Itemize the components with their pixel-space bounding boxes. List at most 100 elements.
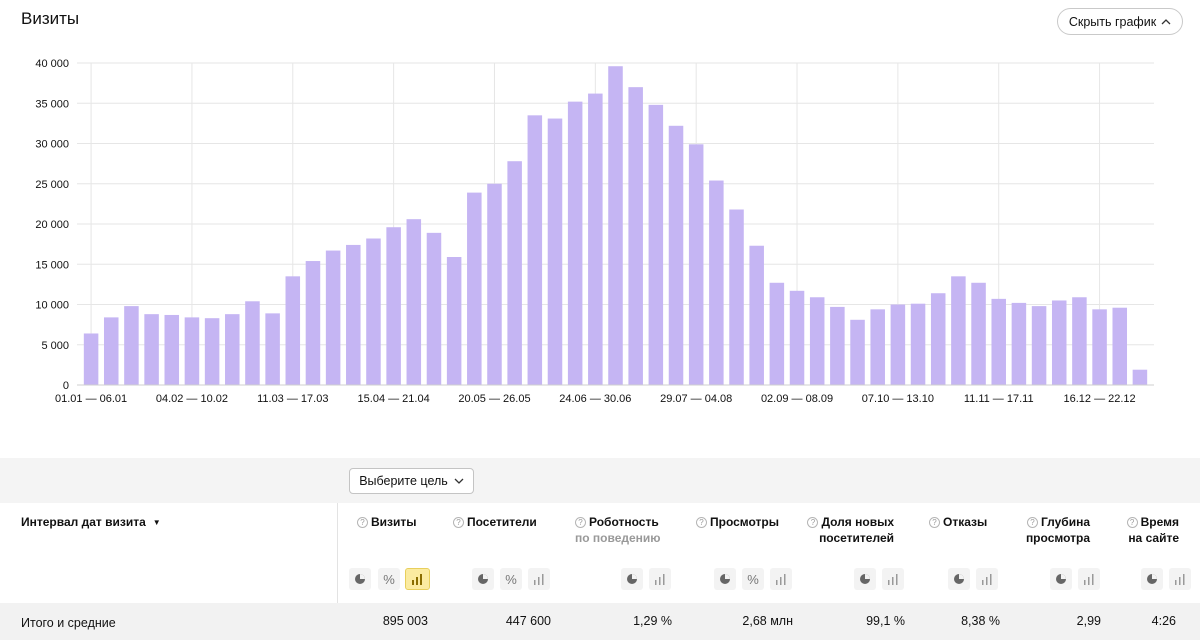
chart-bar[interactable] [789,290,805,385]
chart-bar[interactable] [648,104,664,386]
chart-bar[interactable] [930,293,946,385]
chart-bar[interactable] [1011,302,1027,385]
column-header-robotness[interactable]: ? Роботность по поведению [575,514,661,546]
bar-chart-icon[interactable] [528,568,550,590]
chart-bar[interactable] [366,238,381,385]
question-icon[interactable]: ? [357,517,368,528]
column-header-time-on-site[interactable]: ? Время на сайте [1115,514,1179,546]
chart-bar[interactable] [426,232,442,385]
chart-bar[interactable] [709,180,724,385]
chart-bar[interactable] [688,144,704,385]
chart-bar[interactable] [245,301,260,385]
bar-chart-icon[interactable] [1078,568,1100,590]
chart-bar[interactable] [446,257,462,385]
chart-bar[interactable] [467,192,482,385]
chart-bar[interactable] [103,317,119,385]
chart-bar[interactable] [1132,369,1148,385]
chart-bar[interactable] [1051,300,1067,385]
column-header-label: Просмотры [710,515,780,529]
pie-chart-icon[interactable] [349,568,371,590]
chart-bar[interactable] [951,276,966,385]
chart-bar[interactable] [184,317,200,385]
bar-chart-icon[interactable] [405,568,430,590]
chart-bar[interactable] [809,297,825,385]
x-tick-label: 16.12 — 22.12 [1063,393,1135,405]
pie-chart-icon[interactable] [714,568,736,590]
chart-bar[interactable] [830,306,845,385]
chart-bar[interactable] [608,66,623,385]
chart-bar[interactable] [164,314,180,385]
bar-chart-icon[interactable] [649,568,671,590]
chart-bar[interactable] [1112,307,1128,385]
column-header-depth[interactable]: ? Глубина просмотра [1010,514,1090,546]
chart-bar[interactable] [325,250,341,385]
column-header-bounces[interactable]: ? Отказы [929,514,987,530]
chart-bar[interactable] [729,209,744,385]
chart-bar[interactable] [971,282,986,385]
column-header-visits[interactable]: ? Визиты [357,514,417,530]
bar-chart-icon[interactable] [882,568,904,590]
chart-bar[interactable] [567,101,583,385]
column-header-visitors[interactable]: ? Посетители [453,514,537,530]
question-icon[interactable]: ? [929,517,940,528]
pie-chart-icon[interactable] [621,568,643,590]
question-icon[interactable]: ? [453,517,464,528]
chart-bar[interactable] [305,261,321,385]
chart-bar[interactable] [265,313,280,385]
column-header-label: Роботность [589,515,659,529]
column-header-new-visitors[interactable]: ? Доля новых посетителей [800,514,894,546]
chart-bar[interactable] [890,304,906,386]
chart-bar[interactable] [1031,306,1047,385]
pie-chart-icon[interactable] [472,568,494,590]
chart-bar[interactable] [870,309,885,385]
chart-bar[interactable] [547,118,563,386]
column-header-label: Время на сайте [1128,515,1179,545]
chart-bar[interactable] [346,244,361,385]
percent-icon[interactable]: % [500,568,522,590]
chart-bar[interactable] [1072,297,1087,385]
pie-chart-icon[interactable] [948,568,970,590]
total-new-visitors: 99,1 % [866,614,905,628]
goal-select[interactable]: Выберите цель [349,468,474,494]
percent-icon[interactable]: % [378,568,400,590]
chart-bar[interactable] [910,303,926,385]
question-icon[interactable]: ? [1126,517,1138,528]
chart-bar[interactable] [507,161,522,385]
chart-bar[interactable] [144,314,159,385]
question-icon[interactable]: ? [807,517,819,528]
chart-bar[interactable] [991,298,1006,385]
column-header-sub: по поведению [575,531,661,545]
pie-chart-icon[interactable] [1141,568,1163,590]
chart-bar[interactable] [124,306,139,385]
column-header-label: Отказы [943,515,988,529]
chart-bar[interactable] [628,87,643,386]
question-icon[interactable]: ? [575,517,586,528]
bar-chart-icon[interactable] [976,568,998,590]
chart-bar[interactable] [850,319,865,385]
chart-bar[interactable] [204,318,220,385]
chart-bar[interactable] [749,245,764,385]
chart-bar[interactable] [83,333,99,385]
pie-chart-icon[interactable] [854,568,876,590]
chart-bar[interactable] [225,314,240,385]
dimension-header[interactable]: Интервал дат визита ▼ [21,515,161,529]
chart-bar[interactable] [668,125,684,385]
bar-chart-icon[interactable] [1169,568,1191,590]
chart-bar[interactable] [285,276,301,385]
column-header-pageviews[interactable]: ? Просмотры [696,514,779,530]
bar-chart-icon[interactable] [770,568,792,590]
pie-chart-icon[interactable] [1050,568,1072,590]
chart-bar[interactable] [487,183,502,385]
chart-bar[interactable] [1092,309,1107,385]
chart-bar[interactable] [406,219,422,385]
chart-bar[interactable] [769,282,785,385]
x-tick-label: 01.01 — 06.01 [55,393,127,405]
chart-bar[interactable] [527,115,543,385]
question-icon[interactable]: ? [696,517,707,528]
percent-icon[interactable]: % [742,568,764,590]
chart-bar[interactable] [588,93,603,385]
x-tick-label: 20.05 — 26.05 [458,393,530,405]
chart-bar[interactable] [386,227,401,385]
question-icon[interactable]: ? [1026,517,1038,528]
hide-chart-button[interactable]: Скрыть график [1057,8,1183,35]
